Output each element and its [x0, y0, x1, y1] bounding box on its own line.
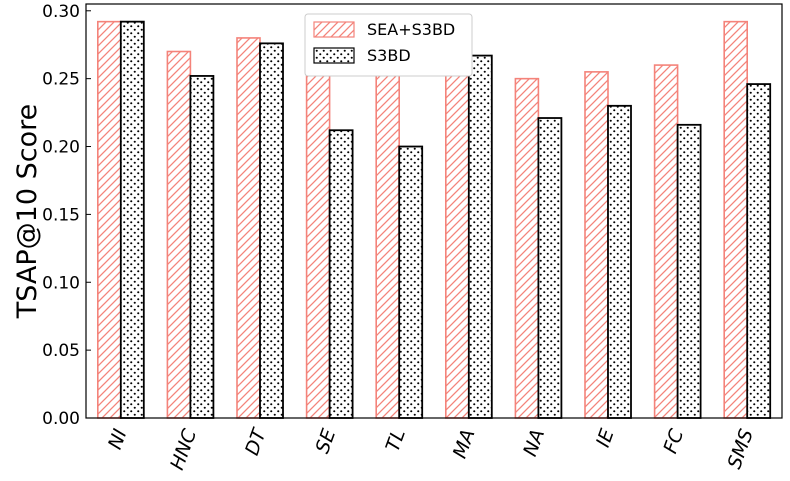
- x-tick-label: DT: [241, 425, 271, 458]
- x-tick-label: IE: [592, 426, 619, 450]
- bar-s3bd-sms: [746, 83, 772, 419]
- bar-s3bd-se: [328, 129, 354, 419]
- bar-sea-s3bd-ie: [584, 71, 609, 419]
- legend-label-s3bd: S3BD: [367, 46, 411, 65]
- bar-sea-s3bd-na: [514, 77, 540, 419]
- x-tick-label: FC: [659, 426, 688, 457]
- x-tick-label: TL: [382, 426, 410, 454]
- plot-frame: [85, 3, 783, 419]
- bar-sea-s3bd-ma: [444, 33, 470, 419]
- y-axis-title: TSAP@10 Score: [12, 104, 43, 319]
- bar-s3bd-fc: [676, 123, 702, 419]
- x-tick-label: HNC: [166, 426, 201, 473]
- bar-sea-s3bd-ni: [97, 20, 122, 419]
- legend: SEA+S3BD S3BD: [304, 13, 473, 77]
- y-tick-label: 0.15: [42, 205, 80, 225]
- bar-sea-s3bd-se: [305, 57, 331, 419]
- y-tick-label: 0.25: [42, 70, 80, 90]
- y-tick-label: 0.00: [42, 409, 80, 429]
- bar-s3bd-ie: [607, 104, 632, 419]
- y-tick-label: 0.10: [42, 273, 80, 293]
- bar-s3bd-hnc: [189, 75, 215, 419]
- x-tick-label: NI: [104, 426, 132, 453]
- x-tick-label: SE: [311, 426, 340, 456]
- bar-s3bd-tl: [398, 145, 424, 419]
- legend-label-sea-s3bd: SEA+S3BD: [367, 20, 455, 39]
- x-tick-label: NA: [519, 426, 549, 459]
- bar-sea-s3bd-tl: [375, 61, 401, 419]
- y-tick-label: 0.30: [42, 2, 80, 22]
- x-tick-label: SMS: [723, 426, 758, 472]
- bar-s3bd-na: [537, 117, 563, 419]
- y-tick-label: 0.05: [42, 341, 80, 361]
- bar-s3bd-ma: [467, 54, 493, 419]
- y-tick-label: 0.20: [42, 138, 80, 158]
- bar-sea-s3bd-hnc: [166, 50, 192, 419]
- legend-swatch-sea-s3bd: [313, 21, 355, 38]
- bar-sea-s3bd-sms: [723, 20, 749, 419]
- x-tick-label: MA: [449, 426, 480, 461]
- bar-sea-s3bd-fc: [653, 64, 679, 419]
- x-axis-ticks: NI HNC DT SE TL MA NA IE FC SMS: [104, 413, 758, 473]
- bar-s3bd-ni: [119, 20, 145, 419]
- bar-sea-s3bd-dt: [236, 37, 261, 419]
- bars-layer: [97, 20, 772, 419]
- legend-swatch-s3bd: [313, 47, 355, 64]
- bar-s3bd-dt: [259, 42, 284, 419]
- y-axis-ticks: 0.00 0.05 0.10 0.15 0.20 0.25 0.30: [42, 2, 91, 429]
